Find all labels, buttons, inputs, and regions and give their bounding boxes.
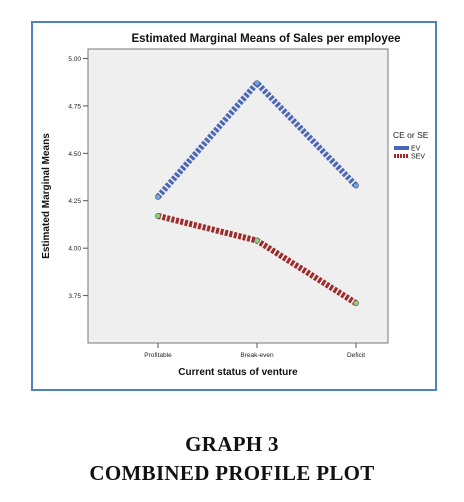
y-tick-label: 5.00 xyxy=(68,56,81,63)
profile-plot-chart: Estimated Marginal Means of Sales per em… xyxy=(33,23,435,389)
x-tick-label: Break-even xyxy=(240,352,274,359)
y-tick-label: 3.75 xyxy=(68,293,81,300)
data-point-sev xyxy=(155,213,161,219)
plot-area xyxy=(87,48,389,344)
y-tick-label: 4.00 xyxy=(68,246,81,253)
figure-frame: Estimated Marginal Means of Sales per em… xyxy=(31,21,437,391)
x-tick-label: Profitable xyxy=(144,352,172,359)
data-point-ev xyxy=(353,182,359,189)
data-point-ev xyxy=(254,80,260,87)
x-axis: Profitable Break-even Deficit xyxy=(144,343,365,359)
y-tick-label: 4.75 xyxy=(68,103,81,110)
legend-label-sev: SEV xyxy=(411,154,425,161)
caption-line-1: GRAPH 3 xyxy=(185,432,279,456)
series-line-ev xyxy=(155,78,359,199)
x-axis-label: Current status of venture xyxy=(178,367,298,378)
caption-line-2: COMBINED PROFILE PLOT xyxy=(89,461,375,485)
series-layer xyxy=(155,78,359,307)
y-tick-label: 4.25 xyxy=(68,198,81,205)
y-axis: 3.75 4.00 4.25 4.50 4.75 5.00 xyxy=(68,56,88,300)
data-point-sev xyxy=(254,237,260,244)
legend-title: CE or SE xyxy=(393,130,429,140)
y-tick-label: 4.50 xyxy=(68,151,81,158)
chart-title: Estimated Marginal Means of Sales per em… xyxy=(131,33,400,45)
data-point-sev xyxy=(353,300,359,307)
x-tick-label: Deficit xyxy=(347,352,365,359)
legend-label-ev: EV xyxy=(411,146,421,153)
data-point-ev xyxy=(155,194,161,200)
y-axis-label: Estimated Marginal Means xyxy=(41,133,52,259)
